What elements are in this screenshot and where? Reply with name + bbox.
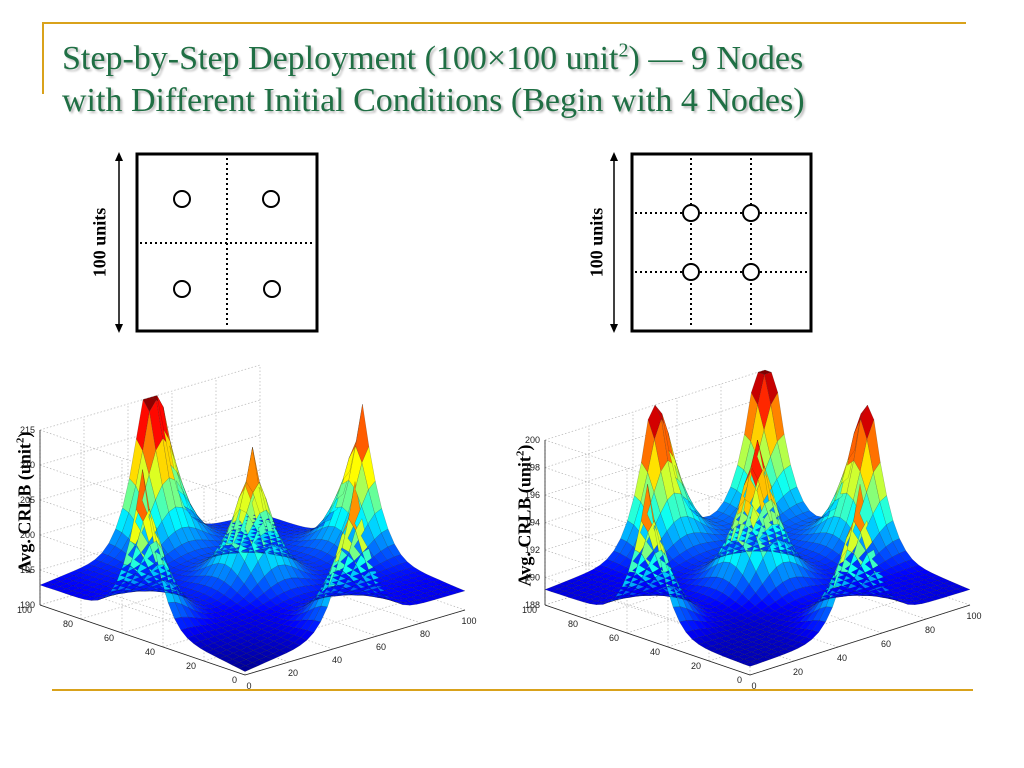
title-sup: 2 — [618, 39, 629, 62]
chart-left-z-tick: 195 — [20, 565, 35, 575]
chart-right-y-tick: 60 — [609, 633, 619, 643]
chart-left-surface-cell — [451, 588, 466, 594]
chart-left-x-tick: 40 — [332, 655, 342, 665]
chart-right-y-tick: 40 — [650, 647, 660, 657]
diagram-left-frame — [135, 152, 319, 333]
accent-rule-vertical — [42, 22, 44, 94]
chart-right-surface-mesh — [544, 369, 971, 667]
diagram-left-node — [173, 280, 191, 298]
diagram-right-node — [682, 204, 700, 222]
diagram-right-node — [742, 263, 760, 281]
chart-right-z-tick: 200 — [525, 435, 540, 445]
chart-right-x-tick: 60 — [881, 639, 891, 649]
diagram-left — [115, 152, 319, 333]
chart-right-x-tick: 100 — [966, 611, 981, 621]
chart-right-y-tick: 0 — [737, 675, 742, 685]
chart-right-z-tick: 192 — [525, 545, 540, 555]
diagram-right-frame — [630, 152, 813, 333]
accent-rule-top — [42, 22, 966, 24]
slide-title: Step-by-Step Deployment (100×100 unit2) … — [62, 38, 992, 122]
chart-right-x-tick: 40 — [837, 653, 847, 663]
chart-right-surface-cell — [956, 586, 971, 592]
chart-left-y-tick: 40 — [145, 647, 155, 657]
chart-left-surface: 190 195 200 205 210 215 0 20 40 60 80 100 0 20 40 60 80 1… — [17, 364, 477, 690]
chart-left-z-tick: 205 — [20, 495, 35, 505]
diagram-left-arrow — [115, 152, 123, 333]
chart-right-z-tick: 190 — [525, 573, 540, 583]
chart-left-ticks: 190 195 200 205 210 215 0 20 40 60 80 100 0 20 40 60 80 1… — [17, 425, 477, 690]
chart-left-z-tick: 200 — [20, 530, 35, 540]
diagram-right — [610, 152, 813, 333]
chart-left-y-tick: 0 — [232, 675, 237, 685]
chart-left-y-tick: 80 — [63, 619, 73, 629]
accent-rule-bottom — [52, 689, 973, 691]
title-line2: with Different Initial Conditions (Begin… — [62, 82, 805, 119]
chart-right-z-tick: 194 — [525, 518, 540, 528]
chart-right-z-tick: 196 — [525, 490, 540, 500]
chart-right-x-tick: 0 — [751, 681, 756, 690]
chart-left-z-tick: 190 — [20, 600, 35, 610]
chart-left-surface-mesh — [39, 395, 466, 672]
chart-left-y-tick: 20 — [186, 661, 196, 671]
chart-right-z-tick: 188 — [525, 600, 540, 610]
chart-right-y-tick: 80 — [568, 619, 578, 629]
title-line1-prefix: Step-by-Step Deployment (100×100 unit — [62, 40, 619, 77]
chart-right-x-tick: 20 — [793, 667, 803, 677]
chart-left-x-tick: 0 — [246, 681, 251, 690]
chart-left-y-tick: 100 — [17, 605, 32, 615]
diagram-left-side-label: 100 units — [89, 207, 110, 278]
chart-left-y-tick: 60 — [104, 633, 114, 643]
chart-right-z-tick: 198 — [525, 463, 540, 473]
chart-right-surface: 188 190 192 194 196 198 200 0 20 40 60 80 100 0 20 40 60… — [522, 369, 982, 690]
chart-right-x-tick: 80 — [925, 625, 935, 635]
chart-left-z-tick: 215 — [20, 425, 35, 435]
chart-left-x-tick: 100 — [461, 616, 476, 626]
diagram-right-arrow — [610, 152, 618, 333]
title-line1-suffix: ) — 9 Nodes — [628, 40, 804, 77]
diagram-right-node — [682, 263, 700, 281]
chart-right-y-tick: 100 — [522, 605, 537, 615]
chart-left-x-tick: 80 — [420, 629, 430, 639]
chart-left-x-tick: 60 — [376, 642, 386, 652]
chart-left-x-tick: 20 — [288, 668, 298, 678]
diagram-left-node — [263, 280, 281, 298]
chart-right-y-tick: 20 — [691, 661, 701, 671]
diagram-left-node — [173, 190, 191, 208]
chart-left-z-tick: 210 — [20, 460, 35, 470]
diagram-left-node — [262, 190, 280, 208]
chart-right-ticks: 188 190 192 194 196 198 200 0 20 40 60 80 100 0 20 40 60… — [522, 435, 982, 690]
diagram-right-node — [742, 204, 760, 222]
